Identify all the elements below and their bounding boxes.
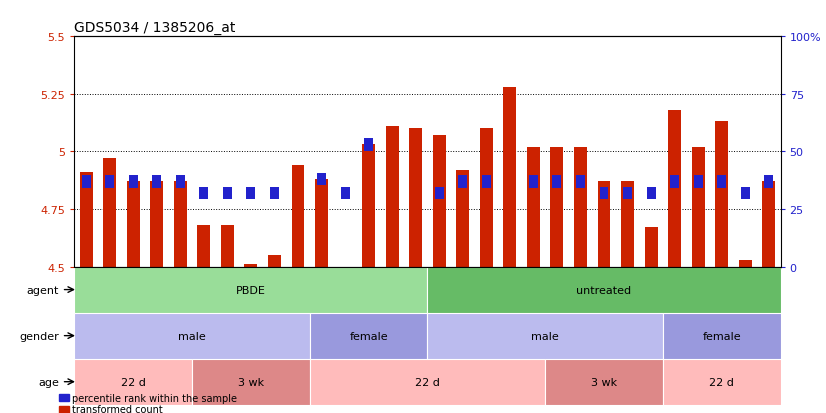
- Bar: [362, 145, 375, 267]
- Bar: [310, 359, 545, 405]
- Bar: [129, 176, 138, 188]
- Bar: [503, 88, 516, 267]
- Bar: [480, 129, 493, 267]
- Bar: [574, 147, 587, 267]
- Text: male: male: [531, 331, 559, 341]
- Bar: [105, 176, 114, 188]
- Text: 3 wk: 3 wk: [591, 377, 617, 387]
- Bar: [223, 187, 232, 200]
- Bar: [74, 313, 310, 359]
- Bar: [270, 187, 279, 200]
- Bar: [192, 359, 310, 405]
- Text: agent: agent: [26, 285, 59, 295]
- Bar: [244, 265, 258, 267]
- Bar: [310, 313, 428, 359]
- Bar: [176, 176, 185, 188]
- Text: untreated: untreated: [577, 285, 632, 295]
- Text: 22 d: 22 d: [415, 377, 440, 387]
- Bar: [428, 313, 662, 359]
- Bar: [715, 122, 729, 267]
- Text: male: male: [178, 331, 206, 341]
- Bar: [623, 187, 632, 200]
- Bar: [150, 182, 164, 267]
- Bar: [662, 359, 781, 405]
- Bar: [173, 182, 187, 267]
- Bar: [433, 136, 446, 267]
- Bar: [550, 147, 563, 267]
- Bar: [738, 260, 752, 267]
- Bar: [82, 176, 91, 188]
- Bar: [315, 180, 328, 267]
- Bar: [268, 255, 281, 267]
- Text: 22 d: 22 d: [710, 377, 734, 387]
- Bar: [717, 176, 726, 188]
- Bar: [545, 359, 663, 405]
- Text: age: age: [38, 377, 59, 387]
- Bar: [741, 187, 750, 200]
- Bar: [79, 173, 93, 267]
- Bar: [644, 228, 657, 267]
- Text: female: female: [702, 331, 741, 341]
- Bar: [691, 147, 705, 267]
- Bar: [762, 182, 776, 267]
- Bar: [409, 129, 422, 267]
- Text: female: female: [349, 331, 388, 341]
- Bar: [74, 267, 428, 313]
- Bar: [386, 127, 399, 267]
- Text: GDS5034 / 1385206_at: GDS5034 / 1385206_at: [74, 21, 235, 35]
- Bar: [456, 171, 469, 267]
- Bar: [103, 159, 116, 267]
- Bar: [152, 176, 161, 188]
- Bar: [74, 359, 192, 405]
- Bar: [647, 187, 656, 200]
- Bar: [458, 176, 468, 188]
- Bar: [292, 166, 305, 267]
- Text: gender: gender: [19, 331, 59, 341]
- Bar: [621, 182, 634, 267]
- Text: transformed count: transformed count: [72, 404, 163, 413]
- Bar: [668, 111, 681, 267]
- Bar: [434, 187, 444, 200]
- Bar: [764, 176, 773, 188]
- Text: PBDE: PBDE: [236, 285, 266, 295]
- Bar: [527, 147, 540, 267]
- Bar: [576, 176, 585, 188]
- Bar: [662, 313, 781, 359]
- Bar: [199, 187, 208, 200]
- Bar: [197, 225, 211, 267]
- Bar: [694, 176, 703, 188]
- Bar: [428, 267, 781, 313]
- Bar: [600, 187, 609, 200]
- Text: 3 wk: 3 wk: [238, 377, 264, 387]
- Text: percentile rank within the sample: percentile rank within the sample: [72, 393, 237, 403]
- Bar: [529, 176, 538, 188]
- Bar: [482, 176, 491, 188]
- Bar: [670, 176, 679, 188]
- Bar: [340, 187, 349, 200]
- Bar: [317, 173, 326, 186]
- Bar: [246, 187, 255, 200]
- Bar: [126, 182, 140, 267]
- Bar: [221, 225, 234, 267]
- Bar: [364, 139, 373, 152]
- Text: 22 d: 22 d: [121, 377, 145, 387]
- Bar: [553, 176, 562, 188]
- Bar: [597, 182, 610, 267]
